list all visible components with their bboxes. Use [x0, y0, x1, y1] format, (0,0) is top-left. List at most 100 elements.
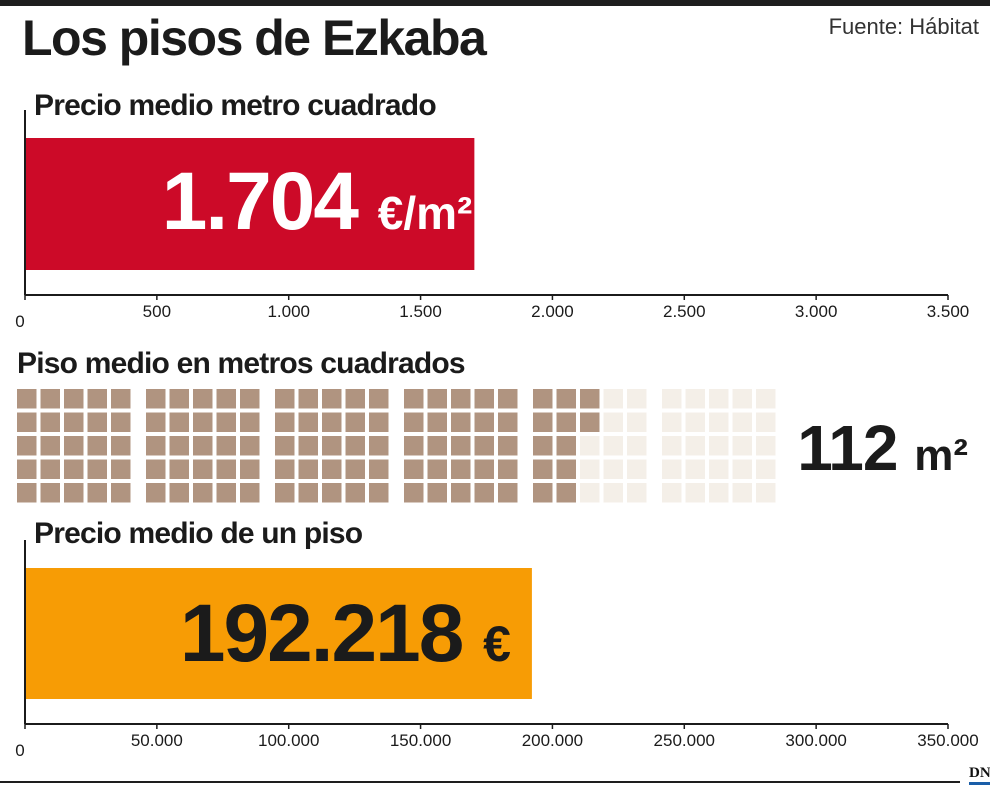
brand-logo: DN — [969, 765, 990, 781]
section-title-home-price: Precio medio de un piso — [34, 517, 363, 550]
x-tick-label: 200.000 — [522, 731, 583, 750]
unit-square-filled — [427, 389, 447, 409]
unit-square-empty — [603, 412, 623, 432]
unit-square-filled — [193, 412, 213, 432]
unit-square-filled — [345, 412, 365, 432]
unit-square-empty — [662, 389, 682, 409]
unit-square-empty — [709, 389, 729, 409]
unit-square-filled — [275, 389, 295, 409]
unit-square-empty — [685, 389, 705, 409]
unit-square-filled — [369, 459, 389, 479]
section-title-floor-area: Piso medio en metros cuadrados — [17, 347, 466, 380]
unit-square-empty — [662, 483, 682, 503]
unit-square-filled — [404, 412, 424, 432]
unit-square-filled — [498, 389, 518, 409]
unit-square-empty — [709, 412, 729, 432]
x-tick-label: 2.000 — [531, 302, 574, 321]
unit-square-filled — [369, 483, 389, 503]
bar — [25, 138, 475, 270]
unit-square-empty — [685, 459, 705, 479]
unit-square-filled — [580, 412, 600, 432]
unit-square-filled — [345, 389, 365, 409]
unit-square-filled — [240, 389, 260, 409]
unit-square-empty — [627, 389, 647, 409]
unit-square-filled — [404, 483, 424, 503]
unit-square-filled — [580, 389, 600, 409]
unit-square-empty — [603, 459, 623, 479]
unit-square-filled — [275, 436, 295, 456]
x-tick-label: 50.000 — [131, 731, 183, 750]
bar-value-label: 1.704 €/m² — [162, 156, 473, 247]
unit-square-filled — [322, 412, 342, 432]
unit-square-empty — [662, 459, 682, 479]
unit-square-filled — [427, 436, 447, 456]
floor-area-unit-grid: 112 m² — [17, 389, 968, 503]
unit-square-filled — [146, 459, 166, 479]
unit-square-filled — [64, 412, 84, 432]
unit-square-empty — [627, 412, 647, 432]
unit-square-filled — [40, 389, 60, 409]
unit-square-filled — [275, 459, 295, 479]
unit-square-filled — [427, 412, 447, 432]
unit-square-filled — [240, 412, 260, 432]
x-tick-label: 100.000 — [258, 731, 319, 750]
x-tick-label: 0 — [15, 741, 24, 760]
unit-square-filled — [556, 459, 576, 479]
unit-square-filled — [322, 436, 342, 456]
unit-square-empty — [627, 459, 647, 479]
unit-square-filled — [451, 389, 471, 409]
unit-square-filled — [216, 436, 236, 456]
unit-square-filled — [64, 436, 84, 456]
unit-square-filled — [169, 412, 189, 432]
unit-square-filled — [111, 459, 131, 479]
unit-square-filled — [533, 436, 553, 456]
unit-square-empty — [685, 483, 705, 503]
unit-square-filled — [474, 436, 494, 456]
unit-square-filled — [240, 483, 260, 503]
unit-square-filled — [533, 459, 553, 479]
unit-square-filled — [87, 436, 107, 456]
unit-square-filled — [533, 483, 553, 503]
unit-square-filled — [111, 483, 131, 503]
unit-square-empty — [627, 436, 647, 456]
unit-square-filled — [146, 389, 166, 409]
unit-square-empty — [709, 436, 729, 456]
x-tick-label: 1.000 — [267, 302, 310, 321]
unit-square-filled — [240, 459, 260, 479]
unit-square-filled — [474, 412, 494, 432]
unit-square-filled — [64, 389, 84, 409]
unit-square-filled — [275, 483, 295, 503]
unit-square-filled — [216, 459, 236, 479]
unit-square-filled — [240, 436, 260, 456]
unit-square-filled — [298, 412, 318, 432]
unit-square-filled — [146, 436, 166, 456]
bar-value-label: 192.218 € — [180, 588, 511, 679]
unit-square-filled — [64, 459, 84, 479]
unit-square-filled — [474, 459, 494, 479]
top-rule — [0, 0, 990, 6]
unit-square-filled — [369, 412, 389, 432]
unit-square-filled — [146, 412, 166, 432]
unit-square-filled — [427, 459, 447, 479]
unit-square-filled — [87, 389, 107, 409]
unit-square-empty — [732, 459, 752, 479]
unit-square-filled — [64, 483, 84, 503]
unit-square-filled — [474, 483, 494, 503]
unit-square-filled — [40, 483, 60, 503]
unit-grid-value-label: 112 m² — [797, 412, 968, 484]
x-tick-label: 3.000 — [795, 302, 838, 321]
unit-square-filled — [556, 483, 576, 503]
unit-square-empty — [580, 459, 600, 479]
unit-square-empty — [580, 483, 600, 503]
unit-square-filled — [169, 389, 189, 409]
unit-square-filled — [345, 436, 365, 456]
unit-square-filled — [298, 483, 318, 503]
unit-square-filled — [427, 483, 447, 503]
x-tick-label: 0 — [15, 312, 24, 331]
unit-square-filled — [322, 459, 342, 479]
unit-square-empty — [756, 412, 776, 432]
x-tick-label: 250.000 — [654, 731, 715, 750]
unit-square-filled — [556, 389, 576, 409]
unit-square-filled — [169, 436, 189, 456]
